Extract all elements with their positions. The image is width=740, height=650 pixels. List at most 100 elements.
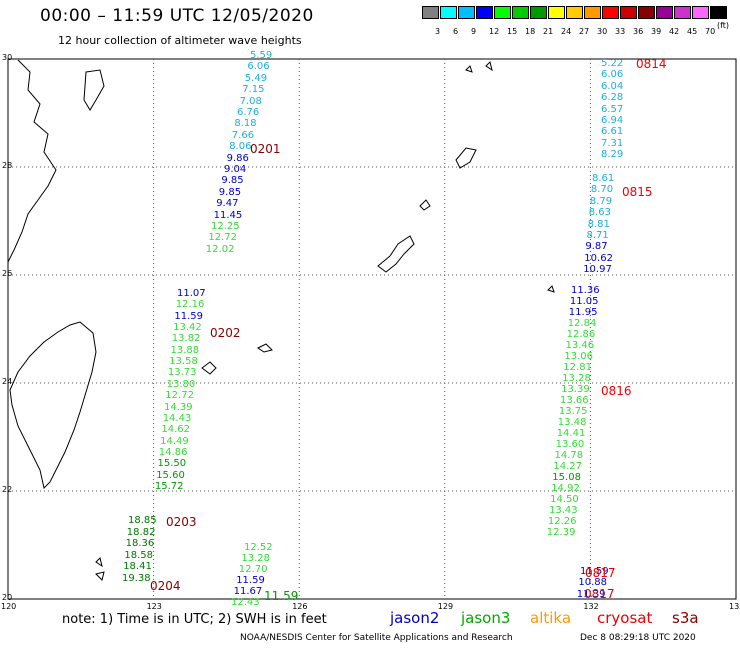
island-outline [95, 557, 103, 568]
mission-jason2: jason2 [390, 609, 440, 627]
legend-swatch [656, 6, 673, 19]
wave-height-value: 14.43 [162, 412, 192, 424]
wave-height-value: 8.18 [234, 118, 257, 130]
taiwan-coastline [9, 321, 97, 489]
legend-swatch [674, 6, 691, 19]
wave-height-value: 8.71 [586, 230, 609, 241]
wave-height-value: 12.86 [566, 329, 596, 340]
latitude-label: 26 [2, 269, 13, 278]
island-outline [547, 285, 555, 293]
legend-swatch [422, 6, 439, 19]
wave-height-value: 14.78 [554, 450, 584, 461]
longitude-label: 120 [1, 602, 17, 611]
island-outline [419, 199, 431, 211]
page-title: 00:00 – 11:59 UTC 12/05/2020 [40, 6, 314, 26]
wave-height-value: 13.42 [173, 322, 202, 334]
longitude-label: 135 [729, 602, 740, 611]
wave-height-value: 12.39 [546, 527, 576, 538]
legend-swatch [692, 6, 709, 19]
longitude-label: 126 [292, 602, 308, 611]
wave-height-value: 12.81 [563, 362, 592, 373]
wave-height-value: 10.97 [583, 264, 612, 276]
wave-height-value: 7.66 [231, 129, 255, 141]
wave-height-value: 18.85 [128, 515, 157, 526]
footer-credit: NOAA/NESDIS Center for Satellite Applica… [240, 633, 513, 643]
wave-height-value: 14.50 [550, 494, 579, 505]
wave-height-value: 13.46 [565, 340, 595, 351]
mission-jason3: jason3 [461, 609, 511, 627]
wave-height-value: 7.15 [242, 84, 265, 96]
latitude-label: 22 [2, 485, 13, 494]
wave-height-value: 14.62 [161, 424, 191, 436]
wave-height-value: 13.28 [241, 553, 271, 564]
wave-height-value: 12.72 [208, 232, 238, 244]
wave-height-value: 13.88 [170, 344, 200, 356]
map-frame [7, 58, 737, 600]
legend-tick-label: 27 [579, 27, 590, 36]
legend-swatch [458, 6, 475, 19]
longitude-label: 129 [437, 602, 454, 611]
wave-height-value: 12.02 [205, 243, 235, 255]
wave-height-value: 11.36 [571, 285, 600, 296]
wave-height-value: 11.59 [264, 589, 299, 603]
wave-height-value: 11.05 [569, 296, 599, 307]
wave-height-value: 12.70 [238, 564, 268, 575]
wave-height-value: 6.06 [601, 69, 624, 81]
page-subtitle: 12 hour collection of altimeter wave hei… [58, 34, 302, 47]
wave-height-value: 6.04 [601, 80, 624, 92]
legend-tick-label: 12 [489, 27, 500, 36]
wave-height-value: 13.48 [557, 417, 587, 428]
wave-height-value: 13.66 [560, 395, 589, 406]
okinawa-outline [377, 235, 415, 273]
wave-height-value: 5.49 [244, 72, 268, 84]
legend-swatch [638, 6, 655, 19]
wave-height-value: 11.95 [568, 307, 598, 318]
pass-time-label: 0203 [166, 515, 197, 529]
wave-height-value: 19.38 [122, 573, 151, 584]
legend-tick-label: 24 [561, 27, 572, 36]
legend-swatch [602, 6, 619, 19]
latitude-label: 20 [2, 593, 13, 602]
pass-time-label: 0202 [210, 326, 241, 340]
wave-height-value: 8.81 [587, 218, 610, 230]
wave-height-value: 13.28 [562, 373, 591, 384]
wave-height-value: 11.59 [236, 575, 265, 586]
wave-height-value: 14.27 [553, 461, 583, 472]
legend-tick-label: 45 [687, 27, 698, 36]
wave-height-value: 11.67 [233, 586, 263, 597]
wave-height-value: 13.58 [169, 356, 198, 368]
wave-height-value: 9.85 [221, 175, 244, 187]
wave-height-value: 11.45 [213, 209, 243, 221]
units-note: note: 1) Time is in UTC; 2) SWH is in fe… [62, 612, 327, 627]
wave-height-value: 6.61 [601, 126, 624, 138]
longitude-label: 123 [146, 602, 162, 611]
wave-height-value: 14.86 [158, 446, 188, 458]
wave-height-value: 6.06 [247, 61, 270, 73]
legend-tick-label: 33 [615, 27, 626, 36]
legend-swatch [494, 6, 511, 19]
wave-height-value: 6.76 [237, 107, 260, 118]
wave-height-value: 8.06 [229, 141, 252, 153]
legend-swatch [710, 6, 727, 19]
island-outline [257, 343, 273, 353]
wave-height-value: 12.52 [244, 542, 273, 553]
wave-height-value: 9.86 [226, 152, 249, 164]
wave-height-value: 12.16 [175, 299, 205, 311]
longitude-label: 132 [583, 602, 599, 611]
wave-height-value: 7.31 [601, 137, 624, 149]
wave-height-value: 10.62 [584, 252, 613, 264]
wave-height-value: 8.79 [589, 195, 613, 207]
wave-height-value: 14.41 [556, 428, 586, 439]
wave-height-value: 18.58 [124, 549, 154, 561]
wave-height-value: 9.47 [216, 198, 239, 210]
wave-height-value: 5.59 [250, 50, 273, 61]
wave-height-value: 8.70 [590, 184, 614, 196]
legend-swatch [566, 6, 583, 19]
wave-height-value: 12.84 [567, 318, 597, 329]
wave-height-value: 13.75 [558, 406, 588, 417]
wave-height-value: 10.88 [578, 577, 608, 589]
pass-time-label: 0817 [585, 566, 616, 580]
wave-height-value: 13.60 [555, 439, 585, 450]
legend-swatch [530, 6, 547, 19]
legend-tick-label: 70 [705, 27, 716, 36]
